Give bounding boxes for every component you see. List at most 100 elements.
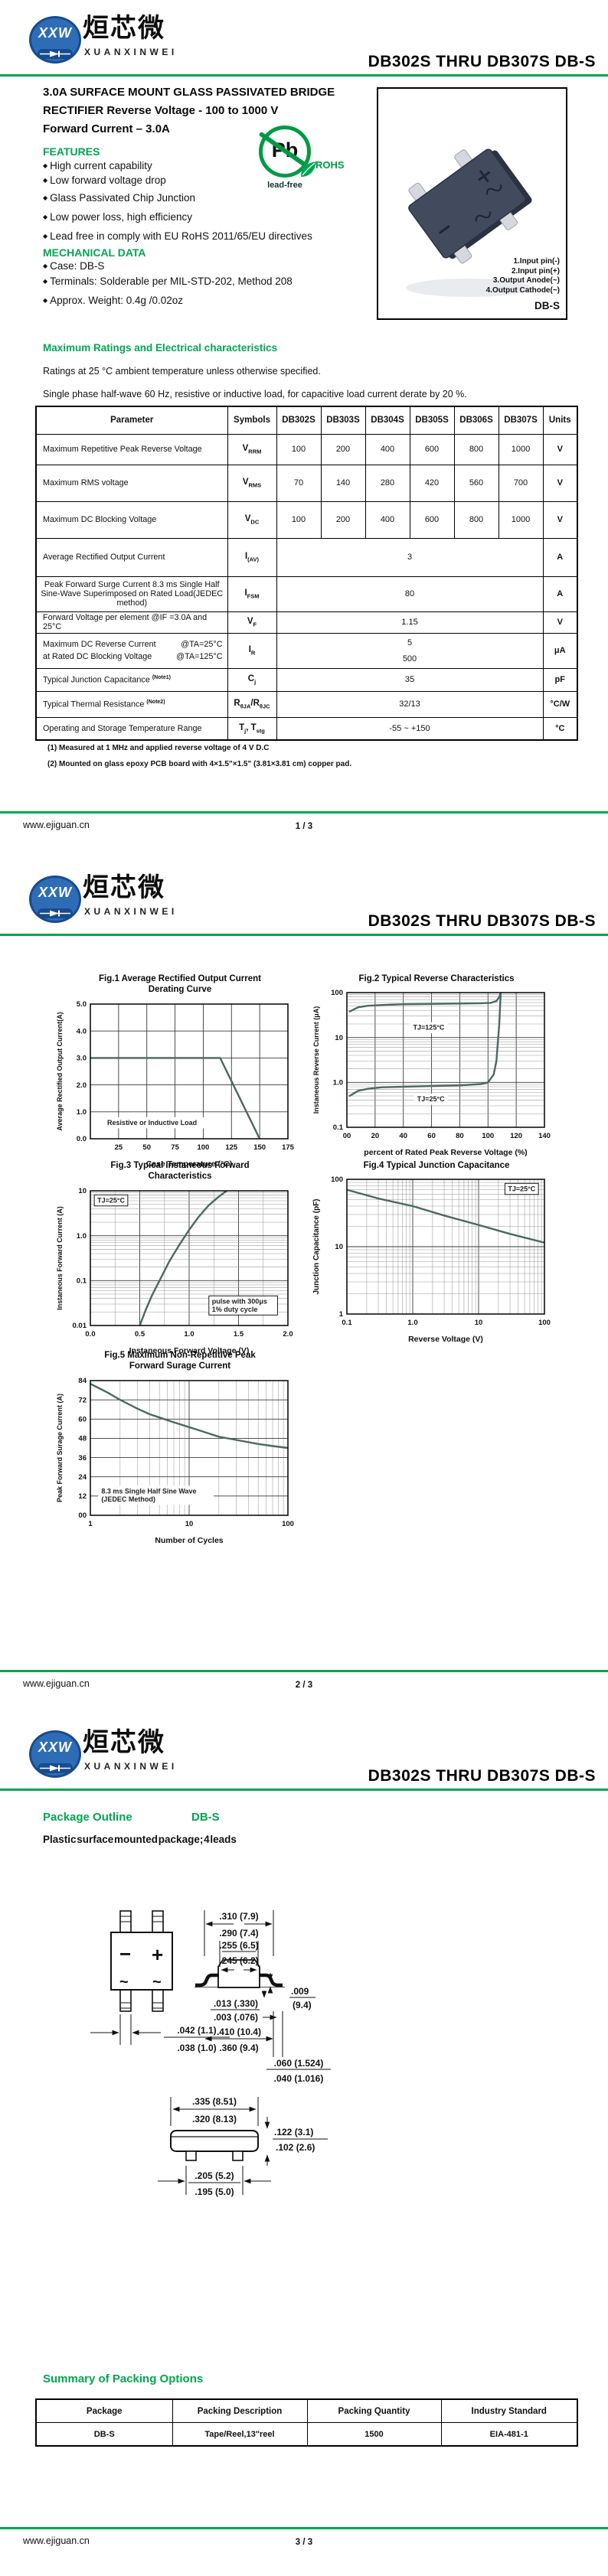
table-row: Average Rectified Output Current I(AV) 3… (35, 537, 578, 577)
table-row: Maximum DC Reverse Current @TA=25°C at Ra… (35, 632, 578, 669)
col-header: Packing Quantity (306, 2398, 442, 2423)
table-cell: VRMS (227, 464, 277, 502)
mech-item: ◆ Terminals: Solderable per MIL-STD-202, … (43, 276, 293, 287)
table-cell: 32/13 (276, 690, 544, 718)
dim-label: .360 (9.4) (219, 2043, 258, 2053)
page-header: XXW 烜芯微 XUANXINWEI DB302S THRU DB307S DB… (0, 1726, 608, 1791)
svg-text:Case Temperature (°C): Case Temperature (°C) (146, 1159, 233, 1169)
table-cell: VDC (227, 501, 277, 539)
svg-text:175: 175 (282, 1143, 295, 1152)
svg-text:(JEDEC Method): (JEDEC Method) (101, 1495, 155, 1503)
svg-text:0.1: 0.1 (342, 1319, 352, 1327)
table-cell: °C/W (542, 690, 578, 718)
features-list: ◆ High current capability ◆ Low forward vo… (43, 158, 312, 243)
table-cell: IR (227, 632, 277, 669)
lead-free-label: lead-free (267, 181, 302, 190)
bullet-icon: ◆ (43, 194, 48, 201)
table-cell: 800 (453, 433, 499, 465)
svg-text:1: 1 (88, 1520, 93, 1528)
svg-text:20: 20 (371, 1132, 380, 1140)
table-cell: Maximum RMS voltage (35, 464, 228, 502)
table-cell: 600 (409, 433, 455, 465)
col-header: DB303S (320, 406, 366, 435)
package-outline-case: DB-S (191, 1811, 220, 1824)
svg-text:Instaneous Forward Current (A): Instaneous Forward Current (A) (56, 1206, 64, 1310)
bullet-icon: ◆ (43, 262, 48, 269)
table-cell: 1000 (498, 433, 544, 465)
website-link[interactable]: www.ejiguan.cn (23, 1678, 90, 1689)
dim-label: .013 (.330) (214, 1998, 258, 2009)
page-footer: www.ejiguan.cn 2 / 3 (0, 1670, 608, 1698)
pb-free-logo: Pb ROHS lead-free (258, 126, 358, 202)
plus-mark: + (152, 1943, 163, 1966)
svg-text:10: 10 (335, 1244, 343, 1252)
bullet-icon: ◆ (43, 278, 48, 285)
ratings-subtitle: Single phase half-wave 60 Hz, resistive … (43, 389, 467, 399)
table-cell: 400 (364, 501, 410, 539)
ac-mark: ~ (152, 1974, 162, 1991)
doc-title: DB302S THRU DB307S DB-S (368, 1767, 596, 1785)
website-link[interactable]: www.ejiguan.cn (23, 820, 90, 830)
feature-item: ◆ Low forward voltage drop (43, 174, 166, 186)
col-header: Industry Standard (440, 2398, 578, 2423)
minus-mark: − (119, 1942, 131, 1965)
ac-mark: ~ (119, 1974, 129, 1991)
features-heading: FEATURES (43, 145, 100, 158)
col-header: Package (35, 2398, 173, 2423)
bridge-rectifier-image (406, 148, 532, 297)
page-1: XXW 烜芯微 XUANXINWEI DB302S THRU DB307S DB… (0, 0, 608, 888)
dim-label: .310 (7.9) (219, 1911, 258, 1922)
svg-text:10: 10 (78, 1187, 87, 1195)
table-cell: V (542, 611, 578, 634)
page-header: XXW 烜芯微 XUANXINWEI DB302S THRU DB307S DB… (0, 871, 608, 936)
svg-text:100: 100 (331, 990, 343, 998)
feature-item: ◆ Lead free in comply with EU RoHS 2011/6… (43, 230, 312, 242)
svg-text:48: 48 (78, 1434, 87, 1443)
reverse-characteristics-chart: 00 20 40 60 80 100 120 140 0.1 1.0 10 100 percent of… (312, 990, 551, 1158)
website-link[interactable]: www.ejiguan.cn (23, 2535, 90, 2546)
doc-title: DB302S THRU DB307S DB-S (368, 53, 596, 70)
table-cell: Maximum DC Blocking Voltage (35, 501, 228, 539)
table-row: Forward Voltage per element @IF =3.0A an… (35, 611, 578, 634)
packing-heading: Summary of Packing Options (43, 2372, 204, 2385)
bullet-icon: ◆ (43, 297, 48, 304)
col-header: Symbols (227, 406, 277, 435)
table-cell: 600 (409, 501, 455, 539)
doc-title: DB302S THRU DB307S DB-S (368, 912, 596, 930)
svg-text:80: 80 (456, 1132, 464, 1140)
figure-title: Fig.3 Typical Instaneous Forward Charact… (110, 1161, 250, 1182)
table-cell: 70 (276, 464, 322, 502)
svg-text:1: 1 (339, 1311, 344, 1319)
bullet-icon: ◆ (43, 162, 48, 169)
table-row: Peak Forward Surge Current 8.3 ms Single… (35, 576, 578, 612)
svg-text:60: 60 (427, 1132, 436, 1140)
logo-abbr: XXW (38, 1740, 72, 1755)
table-cell: Tape/Reel,13"reel (172, 2422, 308, 2447)
svg-text:Reverse Voltage (V): Reverse Voltage (V) (408, 1335, 483, 1344)
svg-text:Number of Cycles: Number of Cycles (155, 1536, 223, 1545)
table-cell: 100 (276, 433, 322, 465)
dim-label: .255 (6.5) (219, 1940, 258, 1951)
table-cell: 560 (453, 464, 499, 502)
svg-text:1.0: 1.0 (77, 1108, 87, 1117)
svg-text:2.0: 2.0 (77, 1081, 87, 1090)
svg-text:00: 00 (78, 1511, 87, 1520)
table-cell: IFSM (227, 576, 277, 612)
svg-text:10: 10 (185, 1520, 194, 1528)
page-header: XXW 烜芯微 XUANXINWEI DB302S THRU DB307S DB… (0, 11, 608, 77)
table-cell: Maximum Repetitive Peak Reverse Voltage (35, 433, 228, 465)
svg-text:1% duty cycle: 1% duty cycle (212, 1306, 258, 1313)
svg-text:Average Rectified Output Curre: Average Rectified Output Current(A) (56, 1012, 64, 1130)
svg-text:24: 24 (78, 1473, 87, 1482)
table-cell: Maximum DC Reverse Current @TA=25°C at Ra… (35, 632, 228, 669)
figure-title: Fig.2 Typical Reverse Characteristics (358, 974, 515, 983)
table-cell: RθJA/RθJC (227, 690, 277, 718)
dim-label: .410 (10.4) (217, 2027, 261, 2037)
feature-item: ◆ High current capability (43, 160, 152, 171)
page-footer: www.ejiguan.cn 3 / 3 (0, 2527, 608, 2555)
forward-characteristics-chart: 0.0 0.5 1.0 1.5 2.0 0.01 0.1 1.0 10 Instaneous Fo… (56, 1187, 293, 1355)
dim-label: .003 (.076) (214, 2012, 258, 2023)
table-row: Operating and Storage Temperature Range … (35, 716, 578, 741)
col-header: Parameter (35, 406, 228, 435)
brand-name-cn: 烜芯微 (83, 14, 165, 43)
